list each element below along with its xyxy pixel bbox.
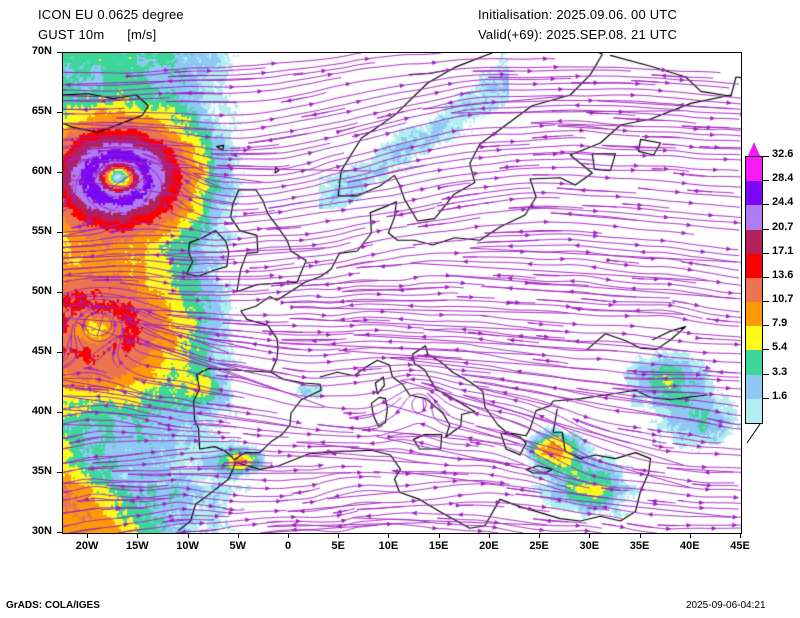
- x-tick: [187, 533, 189, 538]
- x-tick: [288, 533, 289, 538]
- x-axis-label: 10E: [378, 540, 399, 552]
- colorbar-tick-label: 32.6: [772, 148, 794, 160]
- x-tick: [338, 533, 340, 538]
- y-tick: [57, 172, 62, 173]
- x-axis-label: 45E: [730, 540, 750, 552]
- x-axis-label: 20W: [75, 540, 99, 552]
- x-axis-label: 15E: [428, 540, 449, 552]
- y-axis-label: 70N: [31, 45, 52, 57]
- colorbar-tick-label: 7.9: [772, 317, 788, 330]
- colorbar-band: [746, 205, 762, 230]
- colorbar-tick: [763, 349, 769, 351]
- x-axis-label: 15W: [126, 540, 149, 552]
- colorbar-bottom-tail: [746, 423, 762, 444]
- colorbar-band: [746, 398, 762, 423]
- colorbar-tick: [763, 204, 769, 206]
- colorbar-tick-label: 24.4: [772, 196, 794, 209]
- model-title: ICON EU 0.0625 degree: [38, 7, 184, 22]
- x-tick: [388, 533, 390, 538]
- x-tick: [488, 533, 490, 538]
- colorbar-band: [746, 326, 762, 351]
- colorbar-tick: [763, 276, 769, 278]
- colorbar-tick: [763, 397, 769, 399]
- x-tick: [689, 533, 691, 538]
- x-axis-label: 10W: [176, 540, 199, 552]
- initialisation-time: Initialisation: 2025.09.06. 00 UTC: [478, 7, 678, 22]
- colorbar-band: [746, 253, 762, 278]
- colorbar-tick: [763, 373, 769, 375]
- y-axis-label: 65N: [31, 105, 52, 117]
- colorbar-tick: [763, 180, 769, 182]
- grads-credit: GrADS: COLA/IGES: [6, 600, 100, 611]
- y-tick: [57, 532, 62, 533]
- y-axis-label: 60N: [31, 165, 52, 177]
- y-tick: [57, 52, 62, 53]
- colorbar-band: [746, 181, 762, 206]
- x-axis-label: 5E: [331, 540, 345, 552]
- y-tick: [57, 352, 62, 353]
- y-axis-label: 50N: [31, 285, 52, 297]
- x-axis-label: 35E: [629, 540, 650, 552]
- colorbar-band: [746, 350, 762, 375]
- colorbar-tick-label: 1.6: [772, 389, 788, 402]
- colorbar-top-arrow: [745, 142, 763, 158]
- x-axis-label: 0: [284, 540, 292, 552]
- y-axis-label: 35N: [31, 465, 52, 477]
- x-tick: [137, 533, 139, 538]
- y-axis-label: 45N: [31, 345, 52, 357]
- y-tick: [57, 412, 62, 413]
- colorbar: [745, 156, 763, 424]
- y-tick: [57, 472, 62, 473]
- y-tick: [57, 292, 62, 293]
- x-tick: [87, 533, 89, 538]
- x-axis-label: 25E: [529, 540, 549, 552]
- x-tick: [639, 533, 641, 538]
- x-tick: [539, 533, 541, 538]
- colorbar-band: [746, 229, 762, 254]
- valid-time: Valid(+69): 2025.SEP.08. 21 UTC: [478, 27, 678, 42]
- colorbar-tick-label: 17.1: [772, 244, 794, 257]
- colorbar-tick-label: 5.4: [772, 341, 788, 354]
- colorbar-tick-label: 28.4: [772, 172, 794, 185]
- colorbar-band: [746, 277, 762, 303]
- gust-field-canvas: [63, 53, 741, 533]
- x-tick: [237, 533, 239, 538]
- y-tick: [57, 112, 62, 113]
- colorbar-tick: [763, 228, 769, 230]
- y-tick: [57, 232, 62, 233]
- colorbar-tick: [763, 156, 769, 157]
- x-axis-label: 30E: [579, 540, 600, 552]
- x-tick: [589, 533, 591, 538]
- x-axis-label: 5W: [229, 540, 247, 552]
- x-tick: [438, 533, 440, 538]
- colorbar-tick: [763, 325, 769, 327]
- colorbar-tick-label: 13.6: [772, 268, 794, 281]
- y-axis-label: 40N: [31, 405, 52, 417]
- variable-title: GUST 10m [m/s]: [38, 27, 157, 42]
- colorbar-tick: [763, 252, 769, 254]
- x-axis-label: 20E: [479, 540, 499, 552]
- map-plot-area[interactable]: [62, 52, 742, 534]
- colorbar-band: [746, 302, 762, 327]
- colorbar-tick-label: 10.7: [772, 293, 794, 306]
- colorbar-tick: [763, 301, 769, 303]
- render-timestamp: 2025-09-06-04:21: [686, 600, 766, 611]
- colorbar-tick-label: 3.3: [772, 365, 788, 378]
- y-axis-label: 55N: [31, 225, 52, 237]
- x-tick: [740, 533, 741, 538]
- colorbar-tick-label: 20.7: [772, 220, 794, 233]
- x-axis-label: 40E: [679, 540, 700, 552]
- colorbar-band: [746, 374, 762, 399]
- colorbar-band: [746, 157, 762, 182]
- y-axis-label: 30N: [31, 525, 52, 537]
